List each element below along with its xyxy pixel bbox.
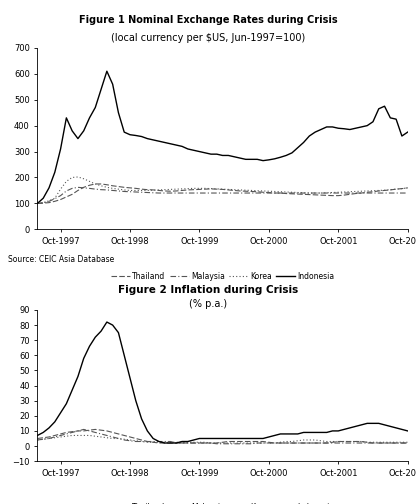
Text: Figure 1 Nominal Exchange Rates during Crisis: Figure 1 Nominal Exchange Rates during C…	[79, 15, 337, 25]
Text: Source: CEIC Asia Database: Source: CEIC Asia Database	[8, 255, 114, 264]
Text: (local currency per $US, Jun-1997=100): (local currency per $US, Jun-1997=100)	[111, 33, 305, 43]
Legend: Thailand, Malaysia, Korea, Indonesia: Thailand, Malaysia, Korea, Indonesia	[108, 269, 337, 284]
Text: (% p.a.): (% p.a.)	[189, 299, 227, 309]
Legend: Thailand, Malaysia, Korea, Indonesia: Thailand, Malaysia, Korea, Indonesia	[108, 499, 337, 504]
Text: Figure 2 Inflation during Crisis: Figure 2 Inflation during Crisis	[118, 285, 298, 295]
